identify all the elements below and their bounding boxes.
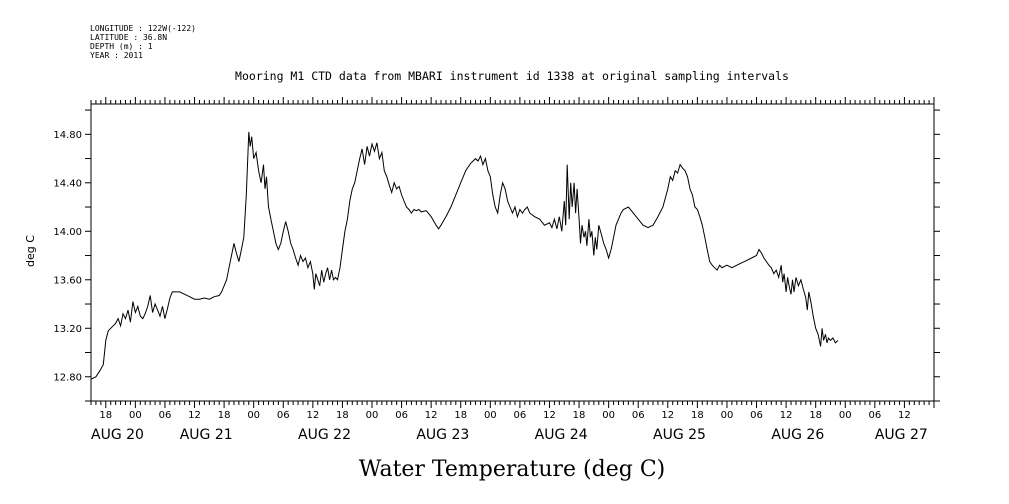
x-hour-label: 18: [99, 410, 112, 421]
x-hour-label: 06: [514, 410, 527, 421]
y-tick-label: 13.60: [53, 275, 82, 286]
x-hour-label: 18: [454, 410, 467, 421]
x-hour-label: 00: [839, 410, 852, 421]
chart-title: Water Temperature (deg C): [359, 457, 666, 482]
x-hour-label: 06: [277, 410, 290, 421]
x-date-label: AUG 24: [535, 427, 588, 443]
y-tick-label: 14.40: [53, 178, 82, 189]
temperature-series-line: [90, 131, 839, 380]
x-hour-label: 00: [366, 410, 379, 421]
x-hour-label: 00: [484, 410, 497, 421]
x-hour-label: 18: [691, 410, 704, 421]
x-date-label: AUG 23: [416, 427, 469, 443]
y-tick-labels: 12.80 13.20 13.60 14.00 14.40 14.80: [53, 130, 82, 383]
x-hour-label: 06: [868, 410, 881, 421]
x-date-label: AUG 25: [653, 427, 706, 443]
chart-subtitle: Mooring M1 CTD data from MBARI instrumen…: [235, 69, 789, 83]
x-date-label: AUG 27: [875, 427, 928, 443]
meta-latitude: LATITUDE : 36.8N: [90, 33, 167, 42]
x-hour-label: 00: [129, 410, 142, 421]
x-hour-label: 06: [395, 410, 408, 421]
x-hour-label: 12: [425, 410, 438, 421]
axis-ticks: [85, 97, 940, 408]
x-hour-label: 12: [188, 410, 201, 421]
metadata-block: LONGITUDE : 122W(-122) LATITUDE : 36.8N …: [90, 24, 196, 60]
x-hour-label: 00: [247, 410, 260, 421]
x-date-label: AUG 21: [180, 427, 233, 443]
x-hour-label: 00: [602, 410, 615, 421]
x-hour-label: 12: [306, 410, 319, 421]
y-tick-label: 14.80: [53, 130, 82, 141]
x-hour-label: 18: [336, 410, 349, 421]
x-hour-label: 18: [573, 410, 586, 421]
plot-frame: [90, 103, 935, 402]
x-date-label: AUG 22: [298, 427, 351, 443]
x-hour-label: 12: [780, 410, 793, 421]
x-hour-label: 00: [721, 410, 734, 421]
y-tick-label: 13.20: [53, 324, 82, 335]
x-hour-label: 12: [543, 410, 556, 421]
y-tick-label: 14.00: [53, 227, 82, 238]
x-tick-labels: 18 00 06 12 18 00 06 12 18 00 06 12 18 00 06 12 18 00 06 12…: [91, 410, 928, 443]
x-date-label: AUG 20: [91, 427, 144, 443]
meta-depth: DEPTH (m) : 1: [90, 42, 153, 51]
y-axis-label: deg C: [24, 235, 37, 267]
x-hour-label: 12: [898, 410, 911, 421]
x-hour-label: 06: [632, 410, 645, 421]
x-hour-label: 06: [159, 410, 172, 421]
meta-longitude: LONGITUDE : 122W(-122): [90, 24, 196, 33]
x-hour-label: 18: [218, 410, 231, 421]
meta-year: YEAR : 2011: [90, 51, 143, 60]
x-hour-label: 12: [661, 410, 674, 421]
x-date-label: AUG 26: [771, 427, 824, 443]
x-hour-label: 06: [750, 410, 763, 421]
x-hour-label: 18: [809, 410, 822, 421]
y-tick-label: 12.80: [53, 372, 82, 383]
